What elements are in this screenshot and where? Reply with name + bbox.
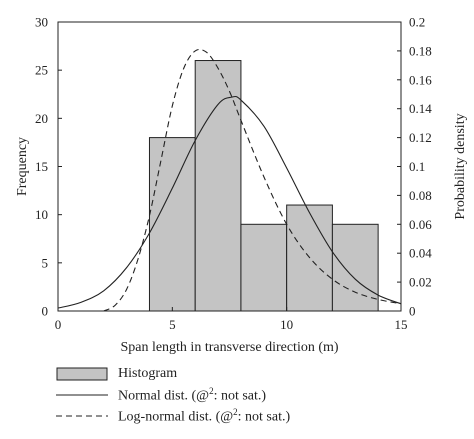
histogram-bar <box>240 223 288 312</box>
y-left-tick-label: 10 <box>35 207 48 222</box>
legend-item-histogram: Histogram <box>56 364 436 384</box>
legend-label-histogram: Histogram <box>118 366 178 381</box>
legend-normal-sup: 2 <box>209 385 214 396</box>
legend-item-normal: Normal dist. (@2: not sat.) <box>56 385 436 405</box>
y-right-tick-label: 0.04 <box>409 246 432 261</box>
histogram-bar <box>331 223 379 312</box>
y-right-tick-label: 0.02 <box>409 275 432 290</box>
legend-label-normal: Normal dist. (@2: not sat.) <box>118 386 266 405</box>
y-right-tick-label: 0.08 <box>409 188 432 203</box>
dashed-line-swatch <box>56 409 108 423</box>
y-right-tick-label: 0 <box>409 304 416 319</box>
y-right-tick-label: 0.16 <box>409 72 432 87</box>
y-axis-left-title: Frequency <box>15 137 30 196</box>
x-axis-title: Span length in transverse direction (m) <box>120 340 338 355</box>
x-tick-label: 15 <box>395 317 408 332</box>
solid-line-swatch <box>56 388 108 402</box>
legend-lognormal-suffix: : not sat.) <box>237 409 291 425</box>
y-axis-right-title: Probability density <box>453 113 468 219</box>
y-right-tick-label: 0.18 <box>409 43 432 58</box>
axis-ticks: 0 5 10 1505101520253000.020.040.060.080.10.… <box>35 15 432 333</box>
y-left-tick-label: 5 <box>42 255 49 270</box>
legend: Histogram Normal dist. (@2: not sat.) Lo… <box>56 364 436 427</box>
y-left-tick-label: 30 <box>35 15 48 30</box>
lognormal-curve <box>103 48 402 312</box>
x-tick-label: 0 <box>55 317 62 332</box>
y-right-tick-label: 0.1 <box>409 159 425 174</box>
x-tick-label: 5 <box>169 317 176 332</box>
y-left-tick-label: 0 <box>42 304 49 319</box>
x-tick-label: 10 <box>280 317 293 332</box>
y-right-tick-label: 0.12 <box>409 130 432 145</box>
normal-curve <box>57 95 402 309</box>
legend-normal-prefix: Normal dist. (@ <box>118 388 210 404</box>
y-right-tick-label: 0.14 <box>409 101 432 116</box>
distribution-curves <box>57 48 402 312</box>
histogram-bar <box>194 60 242 312</box>
legend-normal-suffix: : not sat.) <box>213 388 267 404</box>
histogram-bars <box>148 60 379 312</box>
legend-lognormal-prefix: Log-normal dist. (@ <box>118 409 234 425</box>
y-right-tick-label: 0.2 <box>409 15 425 30</box>
y-left-tick-label: 20 <box>35 111 48 126</box>
legend-label-lognormal: Log-normal dist. (@2: not sat.) <box>118 407 290 426</box>
histogram-swatch <box>56 367 108 381</box>
legend-lognormal-sup: 2 <box>233 406 238 417</box>
y-right-tick-label: 0.06 <box>409 217 432 232</box>
legend-item-lognormal: Log-normal dist. (@2: not sat.) <box>56 406 436 426</box>
y-left-tick-label: 25 <box>35 63 48 78</box>
histogram-bar <box>148 137 196 312</box>
chart-canvas: 0 5 10 1505101520253000.020.040.060.080.10.… <box>15 15 468 356</box>
y-left-tick-label: 15 <box>35 159 48 174</box>
